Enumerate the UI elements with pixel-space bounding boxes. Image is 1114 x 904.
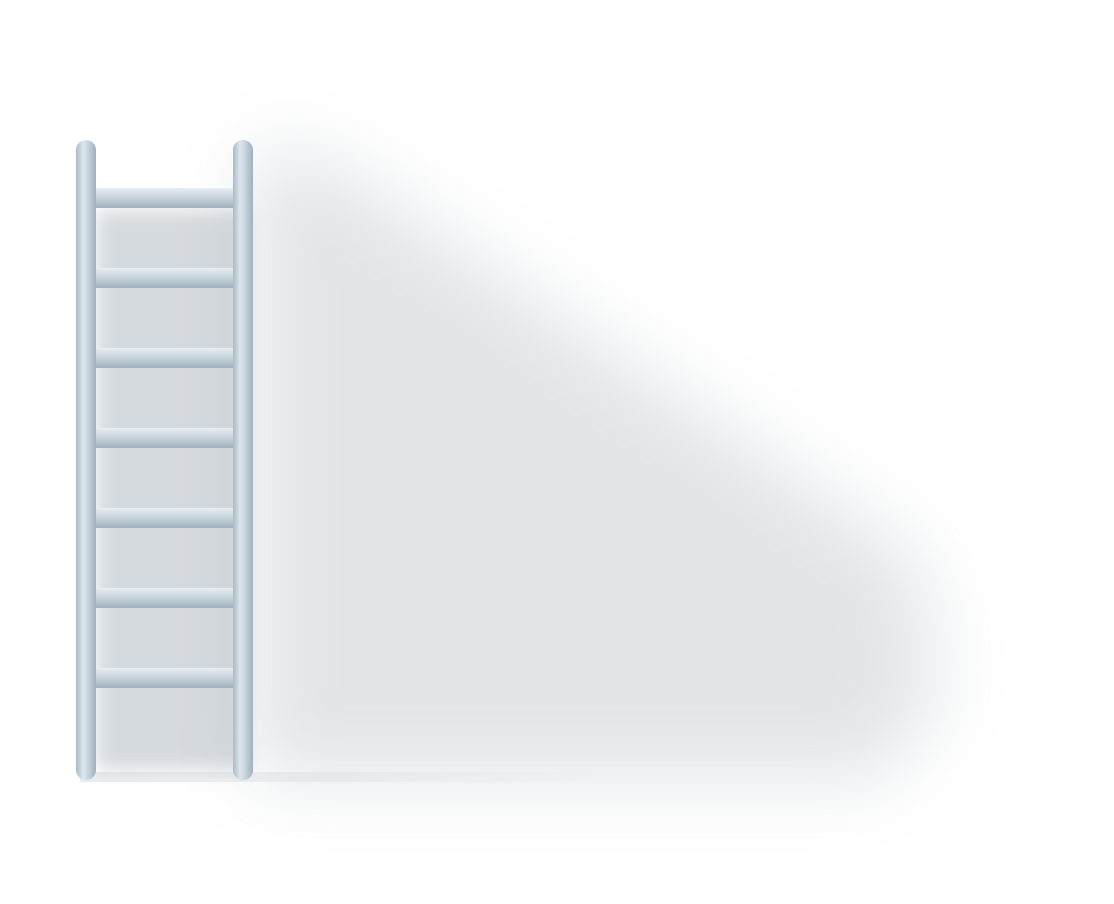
ladder-rung [86,588,244,608]
ladder-shadow [250,150,940,780]
ladder-rung [86,268,244,288]
ladder-left-rail [76,140,96,780]
ladder-rung [86,668,244,688]
ladder-rung [86,348,244,368]
ladder-rung [86,188,244,208]
ladder-rung [86,508,244,528]
ladder-rungs [86,188,244,688]
floor-shadow [80,772,600,782]
ladder-rung [86,428,244,448]
ladder-right-rail [233,140,253,780]
